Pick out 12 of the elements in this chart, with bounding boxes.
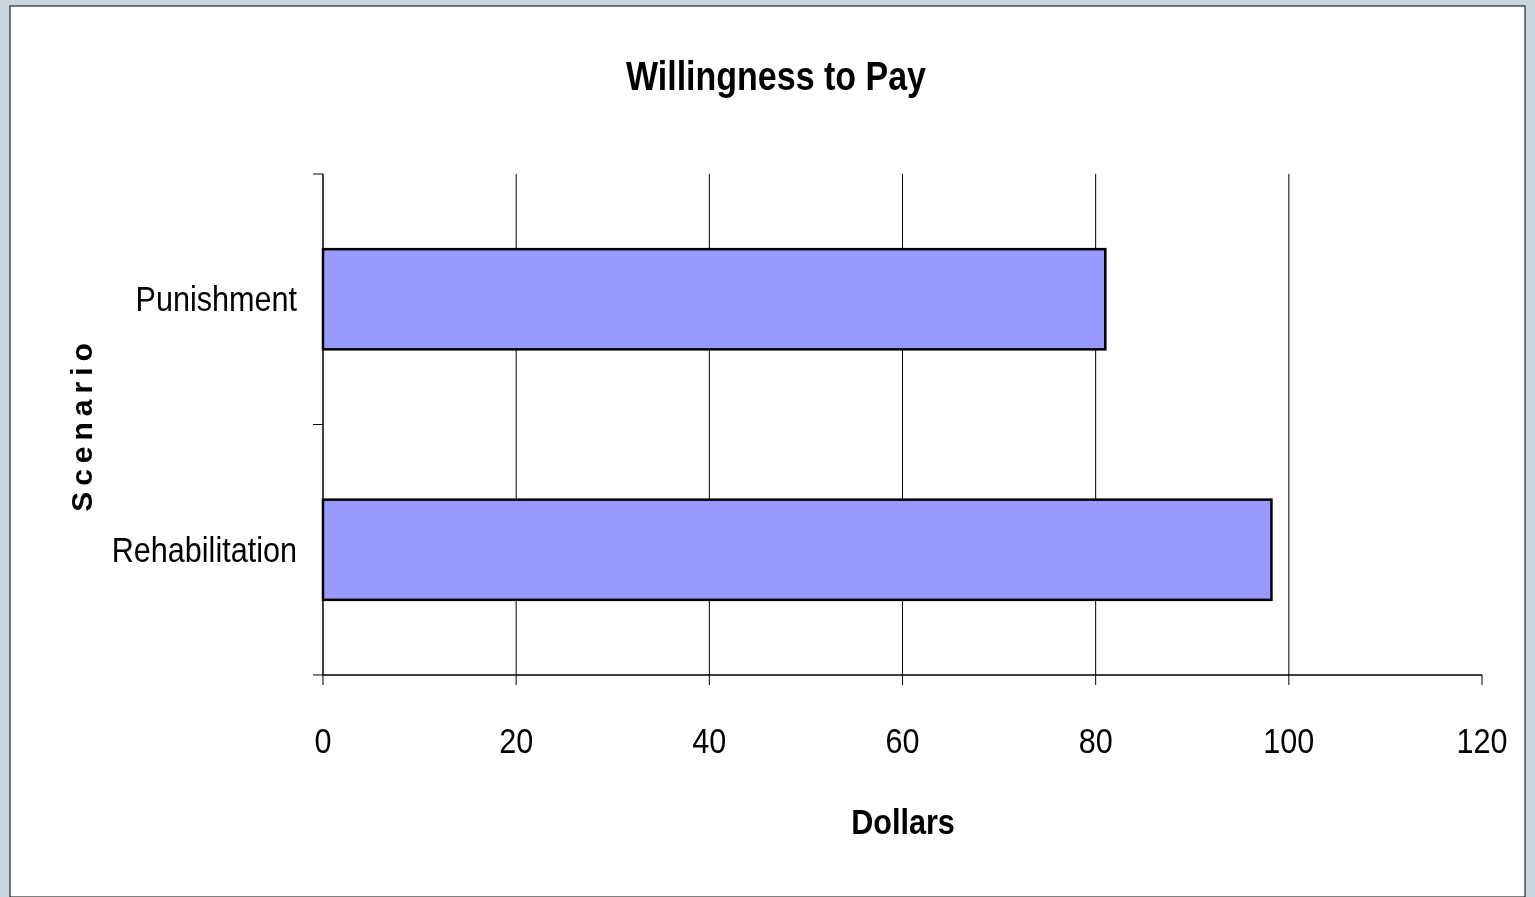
y-tick-label: Rehabilitation — [111, 529, 297, 570]
x-tick-label: 0 — [314, 720, 332, 761]
x-tick-label: 20 — [499, 720, 534, 761]
y-tick-label: Punishment — [135, 278, 298, 319]
x-tick-label: 100 — [1263, 720, 1315, 761]
x-tick-label: 40 — [692, 720, 727, 761]
x-tick-label: 120 — [1456, 720, 1508, 761]
x-tick-label: 80 — [1078, 720, 1113, 761]
x-axis-title: Dollars — [851, 801, 955, 842]
x-tick-label: 60 — [885, 720, 920, 761]
y-axis-title: Scenario — [65, 337, 98, 512]
chart-title: Willingness to Pay — [626, 53, 927, 99]
